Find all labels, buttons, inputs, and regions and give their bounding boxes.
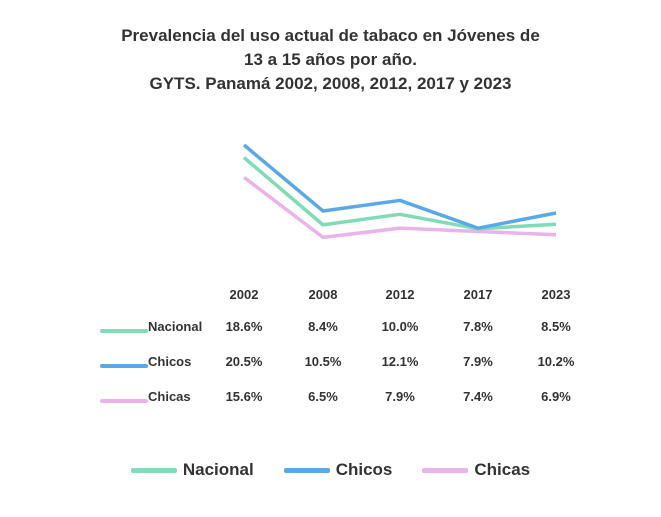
series-line-nacional	[242, 156, 557, 231]
series-line-chicos	[242, 143, 557, 230]
legend-swatch	[422, 467, 469, 473]
data-label: 10.5%	[304, 354, 342, 369]
data-label: 7.9%	[385, 389, 415, 404]
x-tick-label: 2017	[463, 287, 493, 302]
data-label: 7.9%	[463, 354, 493, 369]
series-line-chicas	[242, 175, 557, 240]
chart-title: Prevalencia del uso actual de tabaco en …	[0, 24, 661, 96]
data-label: 10.2%	[537, 354, 575, 369]
x-tick-label: 2012	[385, 287, 415, 302]
row-swatch-chicos	[100, 364, 148, 368]
legend-swatch	[283, 467, 330, 473]
data-label: 18.6%	[225, 319, 263, 334]
legend: Nacional Chicos Chicas	[0, 460, 661, 480]
x-tick-label: 2008	[308, 287, 338, 302]
data-label: 7.8%	[463, 319, 493, 334]
x-tick-label: 2002	[229, 287, 259, 302]
data-label: 8.5%	[541, 319, 571, 334]
legend-swatch	[130, 467, 177, 473]
legend-item-chicas: Chicas	[422, 460, 530, 480]
data-label: 8.4%	[308, 319, 338, 334]
title-line-2: 13 a 15 años por año.	[244, 50, 417, 69]
title-line-3: GYTS. Panamá 2002, 2008, 2012, 2017 y 20…	[149, 74, 512, 93]
data-label: 20.5%	[225, 354, 263, 369]
data-label: 10.0%	[381, 319, 419, 334]
row-label: Chicas	[148, 389, 191, 404]
data-label: 15.6%	[225, 389, 263, 404]
legend-item-nacional: Nacional	[130, 460, 254, 480]
legend-item-chicos: Chicos	[283, 460, 393, 480]
title-line-1: Prevalencia del uso actual de tabaco en …	[121, 26, 540, 45]
row-swatch-nacional	[100, 329, 148, 333]
row-label: Chicos	[148, 354, 192, 369]
data-label: 7.4%	[463, 389, 493, 404]
legend-label: Nacional	[182, 460, 254, 479]
data-label: 6.9%	[541, 389, 571, 404]
data-label: 6.5%	[308, 389, 338, 404]
row-label: Nacional	[148, 319, 203, 334]
legend-label: Chicos	[335, 460, 393, 479]
row-swatch-chicas	[100, 399, 148, 403]
data-label: 12.1%	[381, 354, 419, 369]
x-tick-label: 2023	[541, 287, 571, 302]
legend-label: Chicas	[474, 460, 531, 479]
